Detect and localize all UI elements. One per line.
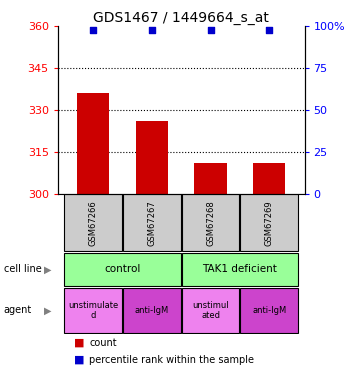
Text: TAK1 deficient: TAK1 deficient [202,264,277,274]
Bar [64,253,181,286]
Text: GSM67266: GSM67266 [89,200,98,246]
Text: anti-IgM: anti-IgM [135,306,169,315]
Text: GSM67268: GSM67268 [206,200,215,246]
Bar [64,288,122,333]
Text: ■: ■ [74,338,84,348]
Bar [182,288,239,333]
Text: unstimulate
d: unstimulate d [68,301,118,320]
Text: anti-IgM: anti-IgM [252,306,286,315]
Bar [194,163,227,194]
Text: GSM67269: GSM67269 [265,200,274,246]
Text: ■: ■ [74,355,84,365]
Bar [253,163,285,194]
Point [90,27,96,33]
Bar [64,195,122,251]
Point [208,27,213,33]
Text: cell line: cell line [4,264,41,274]
Point [266,27,272,33]
Bar [182,253,298,286]
Text: control: control [104,264,141,274]
Bar [123,288,181,333]
Bar [240,195,298,251]
Text: unstimul
ated: unstimul ated [192,301,229,320]
Text: ▶: ▶ [43,264,51,274]
Text: agent: agent [4,305,32,315]
Text: ▶: ▶ [43,305,51,315]
Text: percentile rank within the sample: percentile rank within the sample [89,355,254,365]
Bar [240,288,298,333]
Bar [182,195,239,251]
Text: count: count [89,338,117,348]
Bar [135,121,168,194]
Text: GSM67267: GSM67267 [147,200,156,246]
Point [149,27,155,33]
Bar [77,93,109,194]
Title: GDS1467 / 1449664_s_at: GDS1467 / 1449664_s_at [93,11,269,25]
Bar [123,195,181,251]
